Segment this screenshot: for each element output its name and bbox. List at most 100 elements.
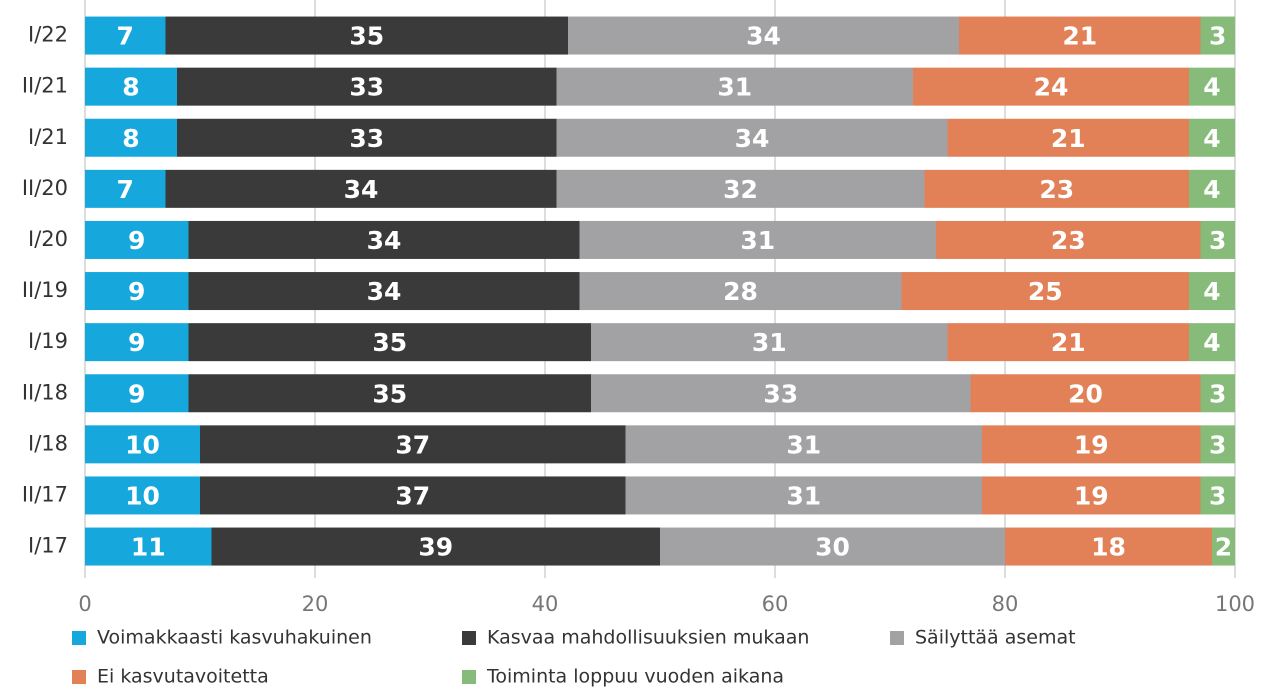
y-tick-label: II/18 (22, 380, 68, 404)
bar-segment (1200, 425, 1235, 464)
bar-segment (177, 67, 557, 106)
bar-segment (85, 16, 166, 55)
bar-segment (579, 220, 936, 259)
legend-label: Toiminta loppuu vuoden aikana (486, 666, 784, 688)
y-tick-label: I/17 (28, 534, 68, 558)
bar-segment (579, 272, 902, 311)
value-label: 10 (125, 481, 160, 510)
value-label: 4 (1203, 328, 1220, 357)
y-tick-label: II/19 (22, 278, 68, 302)
bar-segment (901, 272, 1189, 311)
y-tick-label: I/19 (28, 329, 68, 353)
value-label: 4 (1203, 277, 1220, 306)
legend-marker (72, 670, 86, 684)
x-tick-label: 60 (762, 592, 789, 616)
bar-segment (85, 476, 200, 515)
legend-marker (72, 631, 86, 645)
value-label: 37 (395, 430, 430, 459)
value-label: 11 (131, 533, 166, 562)
bar-segment (85, 374, 189, 413)
value-label: 30 (815, 533, 850, 562)
value-label: 3 (1209, 430, 1226, 459)
bar-segment (1200, 374, 1235, 413)
value-label: 2 (1215, 533, 1232, 562)
value-label: 10 (125, 430, 160, 459)
value-label: 18 (1091, 533, 1126, 562)
value-label: 23 (1051, 226, 1086, 255)
bar-segment (556, 67, 913, 106)
bar-segment (165, 16, 568, 55)
value-label: 39 (418, 533, 453, 562)
bar-segment (959, 16, 1201, 55)
value-label: 4 (1203, 73, 1220, 102)
value-label: 34 (746, 22, 781, 51)
y-tick-label: I/20 (28, 227, 68, 251)
value-label: 19 (1074, 430, 1109, 459)
value-label: 21 (1051, 328, 1086, 357)
bar-segment (568, 16, 959, 55)
bar-segment (1212, 527, 1235, 566)
value-label: 25 (1028, 277, 1063, 306)
y-tick-label: I/18 (28, 431, 68, 455)
bar-segment (85, 220, 189, 259)
bar-segment (211, 527, 660, 566)
bar-segment (556, 169, 925, 208)
bar-segment (85, 425, 200, 464)
bar-segment (85, 527, 212, 566)
value-label: 24 (1034, 73, 1069, 102)
bar-segment (85, 272, 189, 311)
value-label: 31 (786, 481, 821, 510)
bar-segment (982, 425, 1201, 464)
value-label: 31 (740, 226, 775, 255)
value-label: 8 (122, 124, 139, 153)
bar-segment (913, 67, 1189, 106)
legend-marker (462, 631, 476, 645)
bar-segment (1005, 527, 1212, 566)
bar-segment (1189, 272, 1235, 311)
y-tick-label: I/22 (28, 23, 68, 47)
bar-segment (947, 118, 1189, 157)
value-label: 9 (128, 277, 145, 306)
bar-segment (924, 169, 1189, 208)
value-label: 34 (344, 175, 379, 204)
value-label: 33 (763, 379, 798, 408)
bar-segment (1200, 220, 1235, 259)
bar-segment (625, 476, 982, 515)
value-label: 3 (1209, 481, 1226, 510)
bar-segment (200, 425, 626, 464)
x-tick-label: 80 (992, 592, 1019, 616)
value-label: 3 (1209, 379, 1226, 408)
bar-segment (188, 272, 580, 311)
bar-segment (556, 118, 948, 157)
value-label: 20 (1068, 379, 1103, 408)
value-label: 34 (367, 277, 402, 306)
bar-segment (188, 374, 591, 413)
value-label: 21 (1051, 124, 1086, 153)
value-label: 35 (349, 22, 384, 51)
bar-segment (85, 118, 177, 157)
x-tick-label: 100 (1215, 592, 1255, 616)
bar-segment (591, 374, 971, 413)
value-label: 34 (367, 226, 402, 255)
value-label: 4 (1203, 124, 1220, 153)
value-label: 4 (1203, 175, 1220, 204)
bar-segment (1189, 323, 1235, 362)
bar-segment (1189, 67, 1235, 106)
bar-segment (591, 323, 948, 362)
value-label: 28 (723, 277, 758, 306)
value-label: 8 (122, 73, 139, 102)
value-label: 3 (1209, 226, 1226, 255)
value-label: 23 (1039, 175, 1074, 204)
value-label: 33 (349, 124, 384, 153)
legend-marker (890, 631, 904, 645)
bar-segment (982, 476, 1201, 515)
bar-segment (970, 374, 1201, 413)
legend-label: Kasvaa mahdollisuuksien mukaan (487, 627, 809, 649)
value-label: 32 (723, 175, 758, 204)
bar-segment (177, 118, 557, 157)
legend-label: Ei kasvutavoitetta (97, 666, 269, 688)
bar-segment (85, 323, 189, 362)
bar-segment (625, 425, 982, 464)
value-label: 9 (128, 379, 145, 408)
